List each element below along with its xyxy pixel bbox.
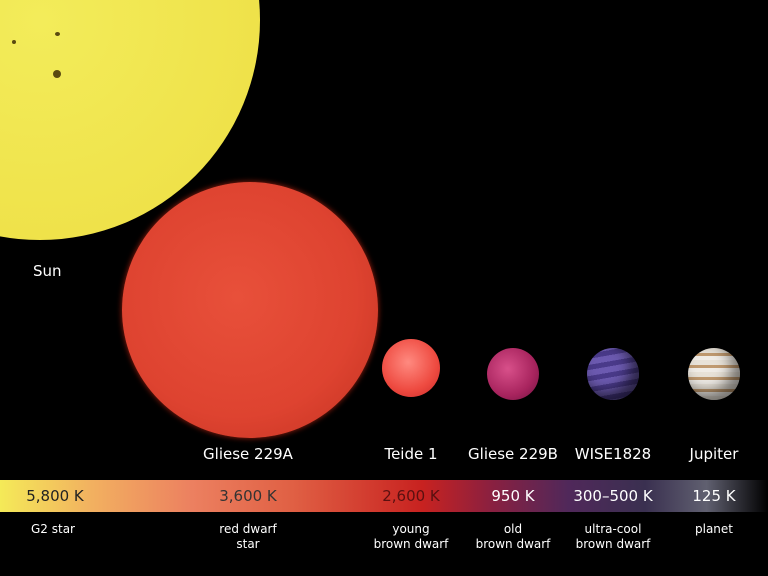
jupiter-body [688, 348, 740, 400]
jupiter-temperature: 125 K [692, 487, 736, 505]
gliese-229b-label: Gliese 229B [468, 445, 558, 463]
sun-temperature: 5,800 K [26, 487, 84, 505]
teide-1-label: Teide 1 [384, 445, 438, 463]
gliese-229a-temperature: 3,600 K [219, 487, 277, 505]
teide-1-temperature: 2,600 K [382, 487, 440, 505]
sunspot [12, 40, 16, 44]
gliese-229b-temperature: 950 K [491, 487, 535, 505]
teide-1-body [382, 339, 440, 397]
jupiter-label: Jupiter [689, 445, 739, 463]
gliese-229a-body [122, 182, 378, 438]
sunspot [53, 70, 61, 78]
sun-label: Sun [33, 262, 62, 280]
wise1828-type: ultra-cool brown dwarf [575, 522, 651, 551]
gliese-229b-type: old brown dwarf [475, 522, 551, 551]
wise1828-label: WISE1828 [574, 445, 652, 463]
wise1828-temperature: 300–500 K [573, 487, 653, 505]
sun-type: G2 star [31, 522, 75, 536]
gliese-229a-label: Gliese 229A [203, 445, 293, 463]
gliese-229b-body [487, 348, 539, 400]
temperature-gradient-bar [0, 480, 768, 512]
gliese-229a-type: red dwarf star [219, 522, 277, 551]
sunspot [55, 32, 60, 36]
wise1828-body [587, 348, 639, 400]
teide-1-type: young brown dwarf [373, 522, 449, 551]
jupiter-type: planet [695, 522, 733, 536]
